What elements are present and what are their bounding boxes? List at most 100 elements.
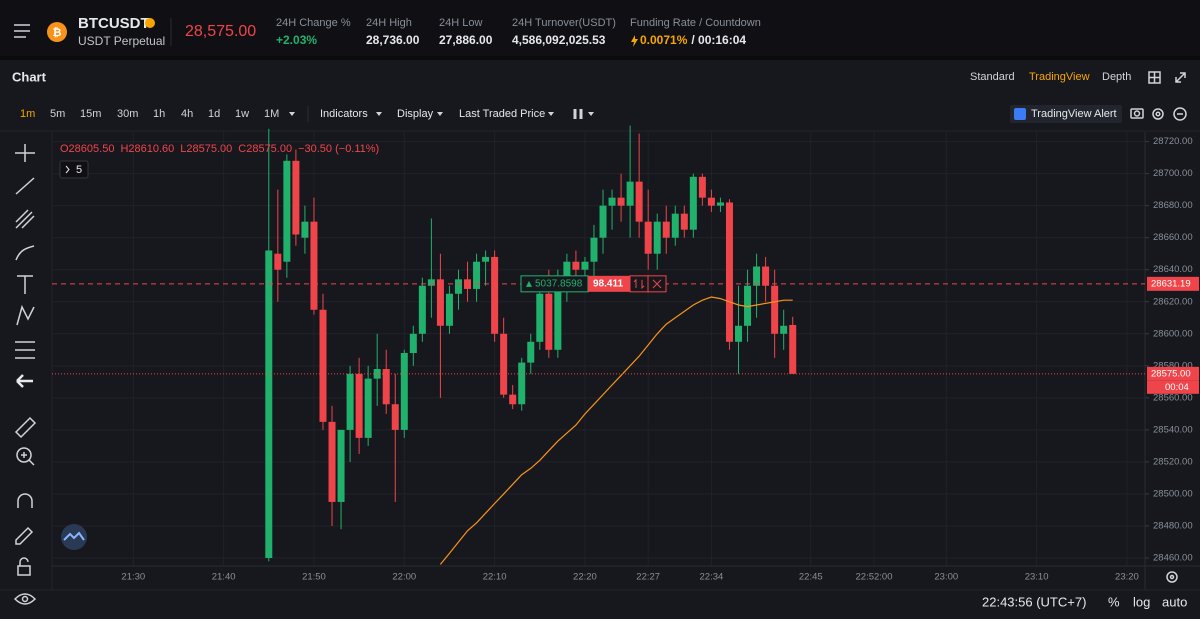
candle-body: [482, 256, 490, 262]
last-price: 28,575.00: [185, 23, 256, 40]
interval[interactable]: 30m: [117, 108, 138, 120]
interval[interactable]: 1w: [235, 108, 249, 120]
magnet-tool[interactable]: [17, 493, 33, 508]
candle-body: [373, 369, 381, 379]
menu-icon[interactable]: [14, 24, 30, 38]
y-tick-label: 28560.00: [1153, 392, 1193, 403]
fullscreen-icon[interactable]: [1175, 72, 1186, 83]
view-tab[interactable]: Standard: [970, 71, 1015, 83]
info-icon[interactable]: [145, 18, 155, 28]
text-tool[interactable]: [17, 275, 33, 294]
x-tick-label: 21:30: [121, 572, 145, 583]
y-tick-label: 28600.00: [1153, 328, 1193, 339]
candle-body: [328, 421, 336, 502]
candle-body: [554, 276, 562, 350]
alert-button[interactable]: [1010, 105, 1122, 123]
line-tool[interactable]: [15, 177, 35, 195]
symbol[interactable]: BTCUSDT: [78, 15, 150, 32]
snapshot-icon[interactable]: [1173, 107, 1187, 121]
y-tick-label: 28700.00: [1153, 168, 1193, 179]
panel-title: Chart: [12, 69, 47, 84]
settings-icon[interactable]: [1152, 108, 1164, 120]
dropdown-caret: [376, 112, 382, 116]
brush-tool[interactable]: [15, 245, 35, 261]
stat-value: +2.03%: [276, 33, 317, 47]
measure-tool[interactable]: [14, 416, 37, 439]
lock-draw-tool[interactable]: [15, 526, 34, 545]
candle-body: [382, 369, 390, 405]
candle-body: [491, 256, 499, 334]
candle-body: [671, 213, 679, 238]
fib-tool[interactable]: [15, 209, 35, 229]
candle-body: [762, 266, 770, 286]
visibility-tool[interactable]: [13, 593, 37, 605]
drawing-toolbar: [13, 144, 37, 605]
candle-body: [780, 325, 788, 334]
bolt-icon: [631, 35, 638, 47]
candle-body: [527, 341, 535, 363]
back-tool[interactable]: [16, 374, 33, 388]
axis-settings[interactable]: [1166, 571, 1178, 583]
candle-body: [518, 362, 526, 405]
ohlc-close: C28575.00: [238, 143, 292, 155]
crosshair-tool[interactable]: [15, 144, 35, 162]
alert-label[interactable]: TradingView Alert: [1031, 108, 1117, 120]
prediction-tool[interactable]: [15, 341, 35, 359]
reverse-button[interactable]: [629, 275, 649, 293]
menu[interactable]: Display: [397, 108, 434, 120]
candle-body: [689, 176, 697, 230]
candle-body: [319, 309, 327, 422]
axis-option[interactable]: auto: [1162, 594, 1187, 609]
chevron: [65, 165, 70, 174]
interval[interactable]: 1h: [153, 108, 165, 120]
interval[interactable]: 1M: [264, 108, 279, 120]
view-tab[interactable]: Depth: [1102, 71, 1131, 83]
interval[interactable]: 1m: [20, 108, 35, 120]
stat-extra: / 00:16:04: [691, 33, 746, 47]
interval[interactable]: 1d: [208, 108, 220, 120]
y-tick-label: 28540.00: [1153, 424, 1193, 435]
candle-body: [644, 221, 652, 254]
candle-body: [608, 197, 616, 206]
x-tick-label: 22:20: [573, 572, 597, 583]
chart-type-icon[interactable]: [573, 109, 583, 119]
candle-body: [635, 181, 643, 222]
y-tick-label: 28680.00: [1153, 200, 1193, 211]
layout-icon[interactable]: [1148, 71, 1161, 84]
dropdown-caret: [289, 112, 295, 116]
lock-tool[interactable]: [17, 557, 31, 576]
candle-body: [355, 373, 363, 438]
x-tick-label: 22:52:00: [856, 572, 893, 583]
candle-body: [599, 205, 607, 238]
x-tick-label: 23:10: [1025, 572, 1049, 583]
coin-glyph: ₿: [53, 27, 62, 39]
view-tab[interactable]: TradingView: [1029, 71, 1090, 83]
camera-icon[interactable]: [1130, 108, 1144, 119]
candle-body: [364, 378, 372, 438]
indicator-badge[interactable]: [59, 160, 89, 179]
menu[interactable]: Last Traded Price: [459, 108, 545, 120]
zoom-tool[interactable]: [16, 447, 35, 466]
menu[interactable]: Indicators: [320, 108, 368, 120]
candle-body: [698, 176, 706, 198]
candle-body: [735, 325, 743, 342]
price-tag: [1147, 366, 1199, 381]
candle-body: [427, 279, 435, 286]
divider: [0, 56, 1200, 60]
header-bar: [0, 0, 1200, 56]
interval[interactable]: 5m: [50, 108, 65, 120]
pattern-tool[interactable]: [16, 304, 35, 326]
candle-body: [662, 221, 670, 238]
axis-option[interactable]: %: [1108, 594, 1120, 609]
candle-body: [509, 394, 517, 405]
interval[interactable]: 15m: [80, 108, 101, 120]
candle-body: [500, 333, 508, 395]
stat-value: 4,586,092,025.53: [512, 33, 606, 47]
interval[interactable]: 4h: [181, 108, 193, 120]
y-tick-label: 28620.00: [1153, 296, 1193, 307]
x-tick-label: 23:00: [934, 572, 958, 583]
axis-option[interactable]: log: [1133, 594, 1150, 609]
close-icon: [652, 279, 662, 289]
